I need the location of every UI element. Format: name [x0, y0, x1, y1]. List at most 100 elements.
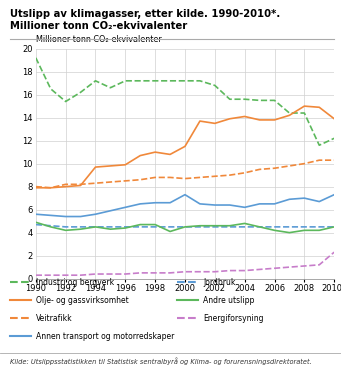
Energiforsyning — [168, 271, 172, 275]
Energiforsyning — [93, 272, 98, 276]
Industri og bergverk — [183, 79, 187, 83]
Andre utslipp — [183, 225, 187, 229]
Olje- og gassvirksomhet — [228, 117, 232, 121]
Industri og bergverk — [287, 111, 292, 115]
Olje- og gassvirksomhet — [257, 118, 262, 122]
Energiforsyning — [108, 272, 113, 276]
Veitrafikk — [213, 174, 217, 178]
Annen transport og motorredskaper — [49, 213, 53, 218]
Text: Industri og bergverk: Industri og bergverk — [36, 278, 114, 287]
Industri og bergverk — [153, 79, 157, 83]
Annen transport og motorredskaper — [243, 205, 247, 209]
Andre utslipp — [153, 222, 157, 227]
Line: Andre utslipp: Andre utslipp — [36, 222, 334, 233]
Olje- og gassvirksomhet — [123, 163, 128, 167]
Olje- og gassvirksomhet — [302, 104, 307, 108]
Jordbruk — [153, 225, 157, 229]
Jordbruk — [243, 225, 247, 229]
Jordbruk — [108, 225, 113, 229]
Industri og bergverk — [243, 97, 247, 101]
Text: Annen transport og motorredskaper: Annen transport og motorredskaper — [36, 332, 174, 341]
Energiforsyning — [183, 270, 187, 274]
Jordbruk — [138, 225, 142, 229]
Andre utslipp — [64, 228, 68, 233]
Energiforsyning — [78, 273, 83, 278]
Olje- og gassvirksomhet — [49, 186, 53, 190]
Industri og bergverk — [138, 79, 142, 83]
Industri og bergverk — [257, 98, 262, 102]
Energiforsyning — [332, 250, 336, 254]
Energiforsyning — [198, 270, 202, 274]
Andre utslipp — [213, 224, 217, 228]
Andre utslipp — [272, 228, 277, 233]
Veitrafikk — [317, 158, 321, 162]
Andre utslipp — [138, 222, 142, 227]
Olje- og gassvirksomhet — [198, 119, 202, 123]
Annen transport og motorredskaper — [332, 193, 336, 197]
Industri og bergverk — [317, 143, 321, 147]
Energiforsyning — [287, 265, 292, 269]
Jordbruk — [64, 225, 68, 229]
Energiforsyning — [138, 271, 142, 275]
Andre utslipp — [228, 224, 232, 228]
Industri og bergverk — [34, 56, 38, 60]
Veitrafikk — [198, 175, 202, 180]
Olje- og gassvirksomhet — [243, 114, 247, 119]
Jordbruk — [257, 225, 262, 229]
Olje- og gassvirksomhet — [287, 113, 292, 117]
Andre utslipp — [78, 227, 83, 232]
Line: Annen transport og motorredskaper: Annen transport og motorredskaper — [36, 195, 334, 217]
Olje- og gassvirksomhet — [34, 186, 38, 190]
Annen transport og motorredskaper — [93, 212, 98, 217]
Annen transport og motorredskaper — [228, 203, 232, 207]
Jordbruk — [93, 225, 98, 229]
Olje- og gassvirksomhet — [317, 105, 321, 110]
Olje- og gassvirksomhet — [332, 117, 336, 121]
Andre utslipp — [287, 230, 292, 235]
Industri og bergverk — [64, 99, 68, 104]
Olje- og gassvirksomhet — [64, 184, 68, 189]
Energiforsyning — [317, 263, 321, 267]
Annen transport og motorredskaper — [183, 193, 187, 197]
Veitrafikk — [287, 164, 292, 168]
Andre utslipp — [302, 228, 307, 233]
Jordbruk — [168, 225, 172, 229]
Veitrafikk — [302, 162, 307, 166]
Olje- og gassvirksomhet — [272, 118, 277, 122]
Energiforsyning — [123, 272, 128, 276]
Jordbruk — [49, 224, 53, 228]
Energiforsyning — [64, 273, 68, 278]
Jordbruk — [183, 225, 187, 229]
Industri og bergverk — [93, 79, 98, 83]
Olje- og gassvirksomhet — [153, 150, 157, 154]
Andre utslipp — [243, 221, 247, 226]
Industri og bergverk — [123, 79, 128, 83]
Energiforsyning — [257, 267, 262, 272]
Annen transport og motorredskaper — [198, 202, 202, 206]
Veitrafikk — [228, 173, 232, 177]
Veitrafikk — [332, 158, 336, 162]
Jordbruk — [228, 225, 232, 229]
Jordbruk — [302, 225, 307, 229]
Jordbruk — [78, 225, 83, 229]
Text: Andre utslipp: Andre utslipp — [203, 296, 254, 305]
Annen transport og motorredskaper — [64, 214, 68, 219]
Line: Olje- og gassvirksomhet: Olje- og gassvirksomhet — [36, 106, 334, 188]
Olje- og gassvirksomhet — [183, 144, 187, 148]
Andre utslipp — [198, 224, 202, 228]
Energiforsyning — [228, 268, 232, 273]
Energiforsyning — [213, 270, 217, 274]
Jordbruk — [272, 225, 277, 229]
Annen transport og motorredskaper — [78, 214, 83, 219]
Industri og bergverk — [332, 136, 336, 141]
Industri og bergverk — [272, 98, 277, 102]
Andre utslipp — [168, 229, 172, 234]
Text: Veitrafikk: Veitrafikk — [36, 314, 72, 323]
Annen transport og motorredskaper — [123, 205, 128, 209]
Line: Industri og bergverk: Industri og bergverk — [36, 58, 334, 145]
Industri og bergverk — [213, 83, 217, 88]
Andre utslipp — [93, 225, 98, 229]
Andre utslipp — [123, 226, 128, 230]
Energiforsyning — [49, 273, 53, 278]
Text: Millioner tonn CO₂-ekvivalenter: Millioner tonn CO₂-ekvivalenter — [10, 21, 188, 31]
